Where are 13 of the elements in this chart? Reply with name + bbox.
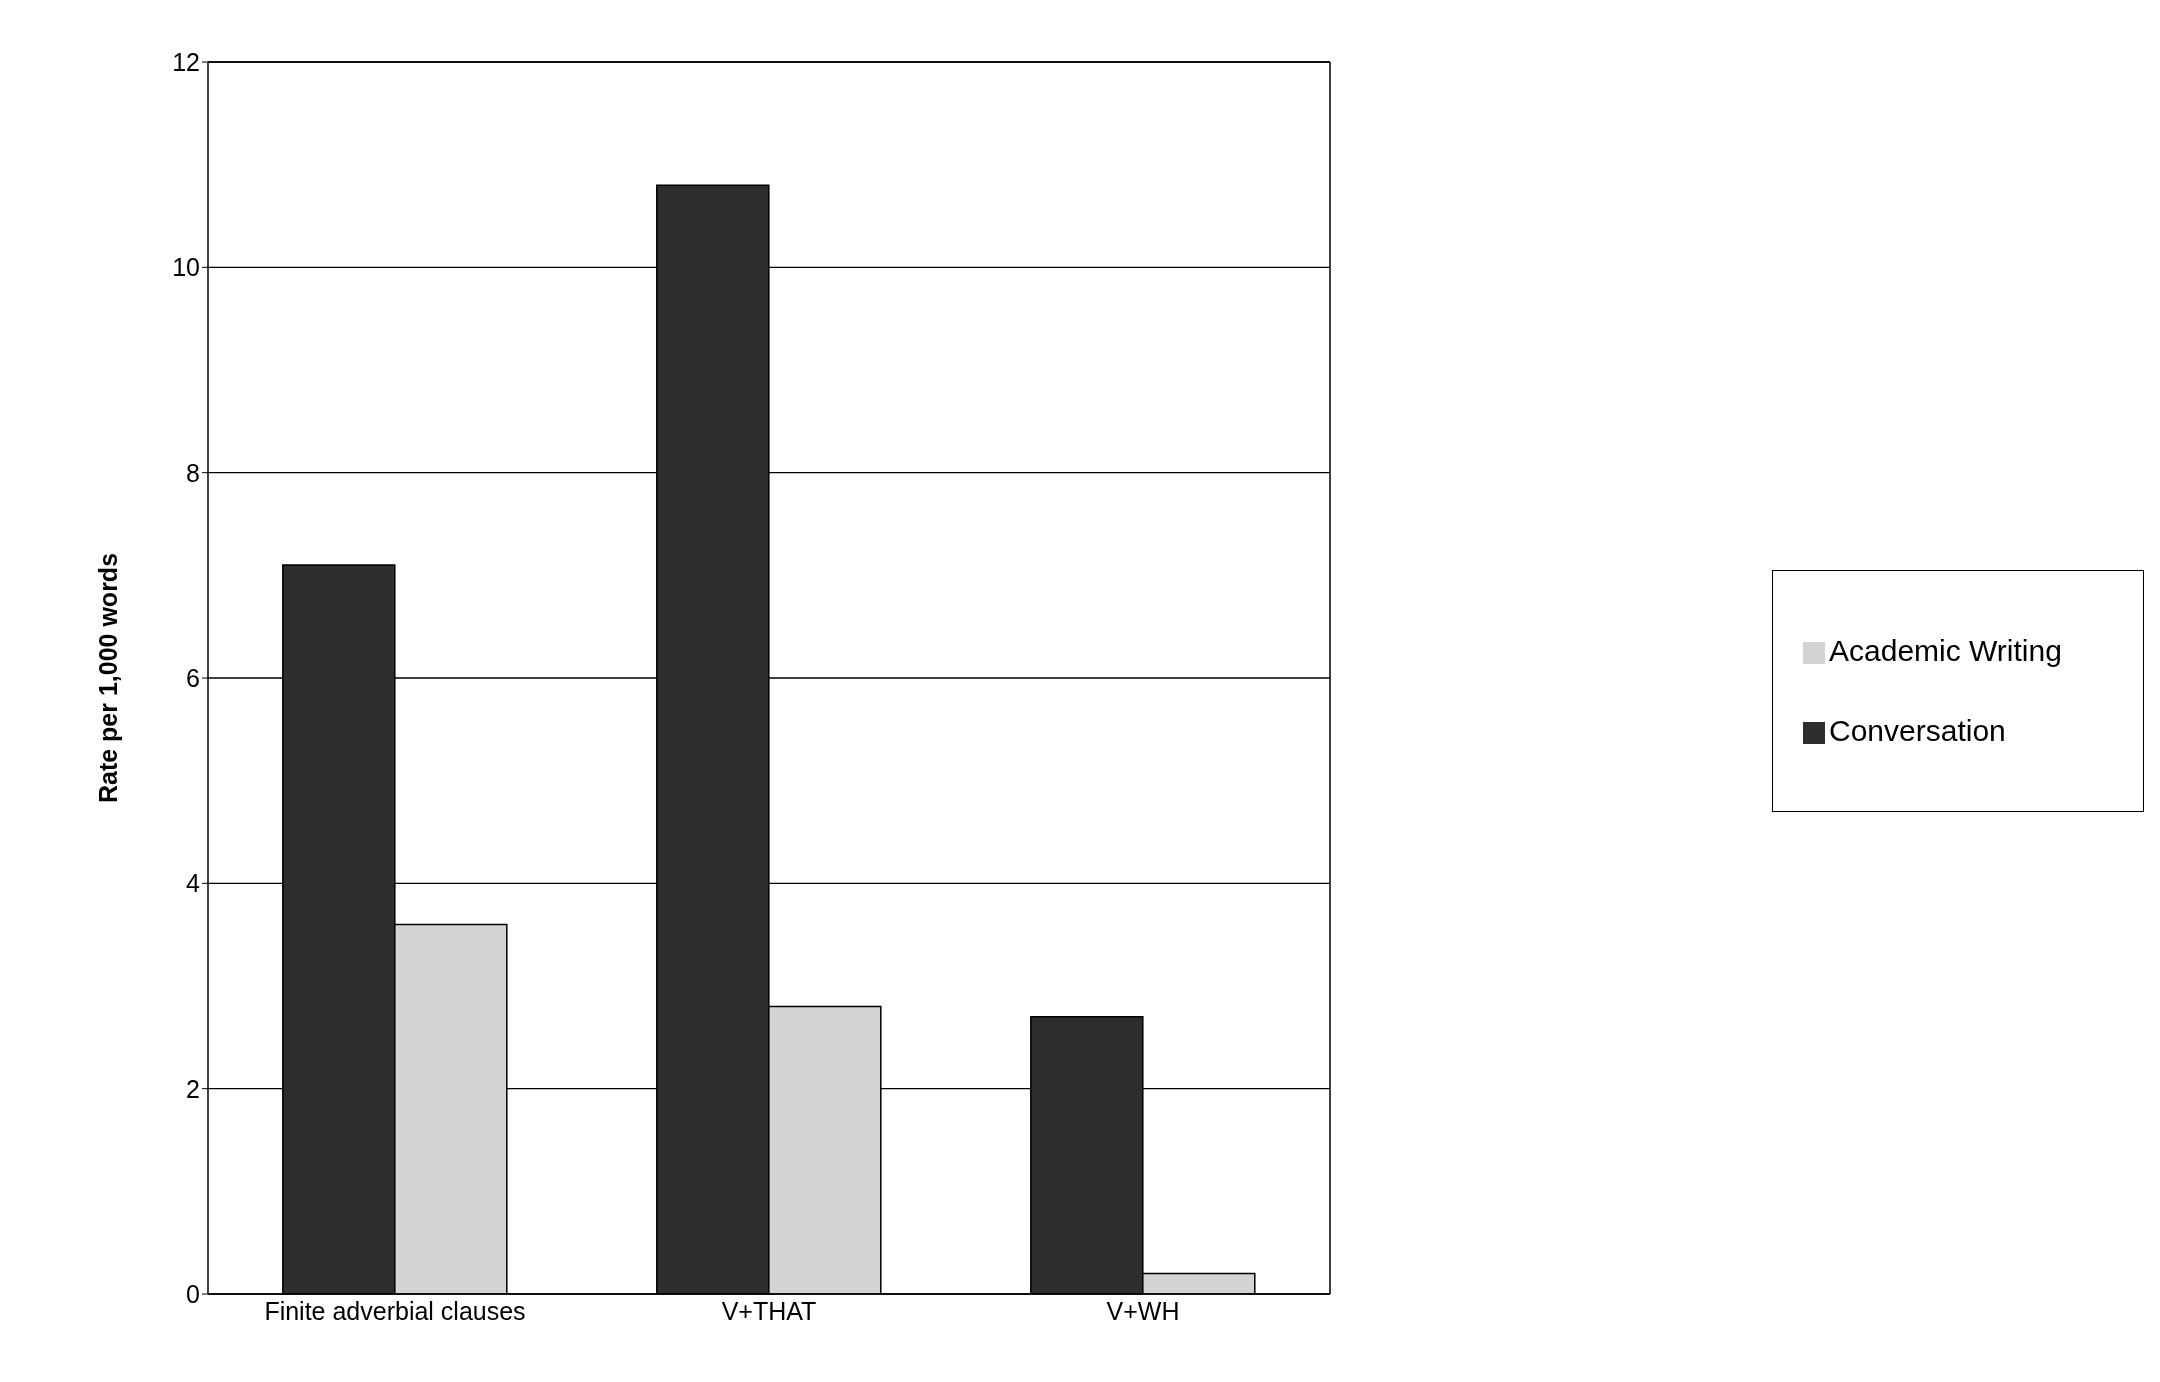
y-tick-label: 8: [186, 458, 200, 487]
y-tick-label: 12: [172, 47, 200, 76]
y-tick-label: 10: [172, 253, 200, 282]
y-tick-label: 2: [186, 1074, 200, 1103]
y-tick-label: 4: [186, 869, 201, 898]
legend-label: Conversation: [1829, 714, 2006, 747]
y-axis-title: Rate per 1,000 words: [93, 552, 122, 804]
x-tick-label: V+THAT: [721, 1296, 817, 1325]
x-tick-label: V+WH: [1106, 1296, 1180, 1325]
legend-label: Academic Writing: [1829, 634, 2062, 667]
y-tick-label: 6: [186, 663, 200, 692]
x-tick-label: Finite adverbial clauses: [264, 1296, 526, 1325]
y-tick-label: 0: [186, 1279, 200, 1308]
